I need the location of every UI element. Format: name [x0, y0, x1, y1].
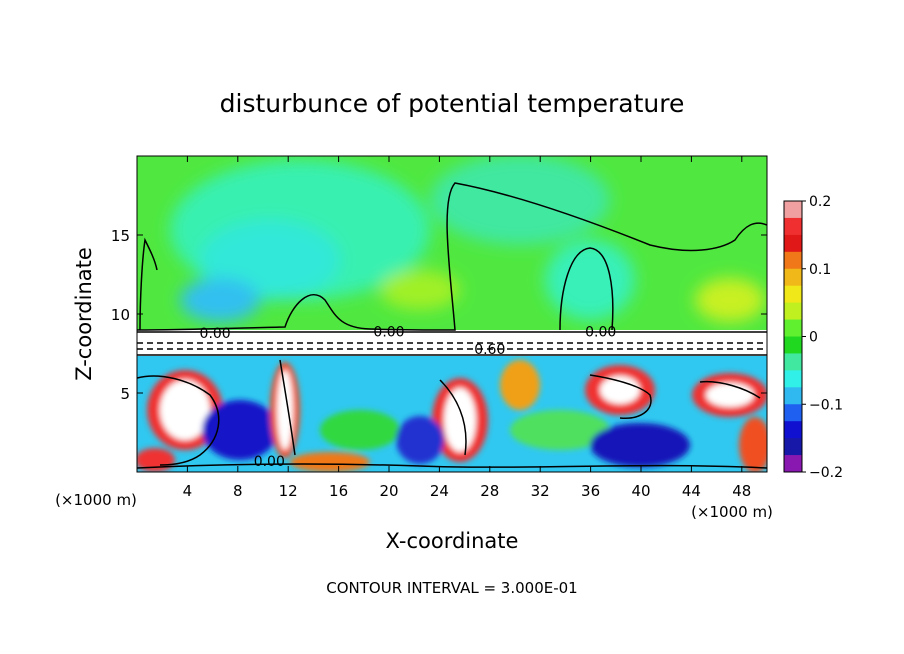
- contour-label: 0.00: [585, 324, 616, 340]
- colorbar-swatch: [784, 268, 802, 287]
- y-tick-label: 5: [120, 385, 130, 403]
- chart-title: disturbunce of potential temperature: [220, 89, 685, 118]
- plot-area: [137, 156, 767, 472]
- contour-zero-upper-left: [139, 237, 158, 331]
- x-tick-label: 8: [233, 482, 243, 500]
- contour-lower-1: [137, 375, 220, 466]
- blue-eddy-left: [202, 400, 278, 460]
- x-unit-note-left: (×1000 m): [55, 491, 137, 509]
- contour-zero-dome: [559, 247, 614, 331]
- warm-eddy-3-core: [444, 388, 476, 452]
- contour-bottom: [137, 463, 767, 469]
- x-tick-label: 24: [430, 482, 449, 500]
- colorbar-swatch: [784, 455, 802, 473]
- colorbar-tick-label: 0.1: [809, 262, 831, 278]
- blue-eddy-right: [590, 423, 690, 467]
- contour-lower-3: [439, 379, 467, 456]
- colorbar-swatch: [784, 336, 802, 354]
- contour-lower-2: [279, 359, 296, 456]
- x-tick-label: 28: [480, 482, 499, 500]
- colorbar-tick-label: −0.1: [809, 397, 843, 413]
- warm-eddy-right-core: [600, 376, 640, 404]
- colorbar-swatch: [784, 302, 802, 321]
- warm-eddy-2-core: [277, 370, 293, 450]
- colorbar-tick-label: 0.2: [809, 194, 831, 210]
- green-patch-2: [510, 410, 610, 450]
- contour-lower-5: [699, 380, 761, 399]
- cyan-plume-right: [545, 240, 635, 320]
- blue-eddy-mid: [396, 416, 444, 464]
- x-tick-label: 4: [183, 482, 193, 500]
- colorbar-tick-label: −0.2: [809, 465, 843, 481]
- contour-label: 0.60: [474, 342, 505, 358]
- colorbar-swatch: [784, 234, 802, 253]
- x-axis-label: X-coordinate: [386, 529, 519, 553]
- x-axis: 4 8 12 16 20 24 28 32 36 40 44 48: [183, 156, 751, 500]
- contour-lower-4: [589, 374, 652, 419]
- colorbar-swatch: [784, 404, 802, 422]
- warm-plume-mid: [500, 360, 540, 410]
- x-tick-label: 44: [682, 482, 701, 500]
- y-tick-label: 15: [111, 227, 130, 245]
- x-tick-label: 36: [581, 482, 600, 500]
- y-tick-label: 10: [111, 306, 130, 324]
- warm-eddy-far-right-core: [706, 383, 754, 407]
- colorbar-swatch: [784, 438, 802, 456]
- y-axis: 5 10 15: [111, 227, 767, 403]
- y-axis-label: Z-coordinate: [72, 247, 96, 381]
- colorbar-tick-label: 0: [809, 330, 818, 346]
- colorbar: 0.2 0.1 0 −0.1 −0.2: [783, 194, 843, 481]
- colorbar-swatch: [784, 387, 802, 405]
- colorbar-swatch: [784, 319, 802, 337]
- warm-band-bottom-2: [137, 448, 175, 472]
- colorbar-swatch: [784, 201, 802, 219]
- lower-field-patches: [137, 360, 767, 472]
- colorbar-swatch: [784, 353, 802, 371]
- x-tick-label: 12: [279, 482, 298, 500]
- cyan-plume-mid: [430, 156, 610, 245]
- colorbar-swatch: [784, 370, 802, 388]
- contour-label: 0.00: [200, 326, 231, 342]
- colorbar-swatch: [784, 217, 802, 236]
- green-patch-1: [320, 410, 400, 450]
- warm-eddy-left-core: [160, 380, 210, 440]
- x-tick-label: 20: [379, 482, 398, 500]
- contour-lines: [137, 182, 767, 469]
- contour-interval: CONTOUR INTERVAL = 3.000E-01: [326, 579, 577, 597]
- contour-zero-upper: [137, 182, 767, 331]
- warm-eddy-bottom-right: [739, 417, 767, 472]
- x-tick-label: 16: [329, 482, 348, 500]
- yellow-patch-right: [695, 278, 765, 322]
- colorbar-swatch: [784, 251, 802, 270]
- warm-band-bottom: [290, 452, 370, 472]
- cyan-patch-surface-left: [180, 278, 260, 322]
- yellow-patch-mid: [380, 270, 460, 310]
- x-unit-note-right: (×1000 m): [691, 503, 773, 521]
- contour-label: 0.00: [373, 324, 404, 340]
- x-tick-label: 32: [531, 482, 550, 500]
- contour-label: 0.00: [254, 454, 285, 470]
- x-tick-label: 40: [631, 482, 650, 500]
- colorbar-swatch: [784, 421, 802, 439]
- contour-label-group: 0.00 0.00 0.00 0.60 0.00: [200, 324, 617, 470]
- colorbar-swatch: [784, 285, 802, 304]
- x-tick-label: 48: [732, 482, 751, 500]
